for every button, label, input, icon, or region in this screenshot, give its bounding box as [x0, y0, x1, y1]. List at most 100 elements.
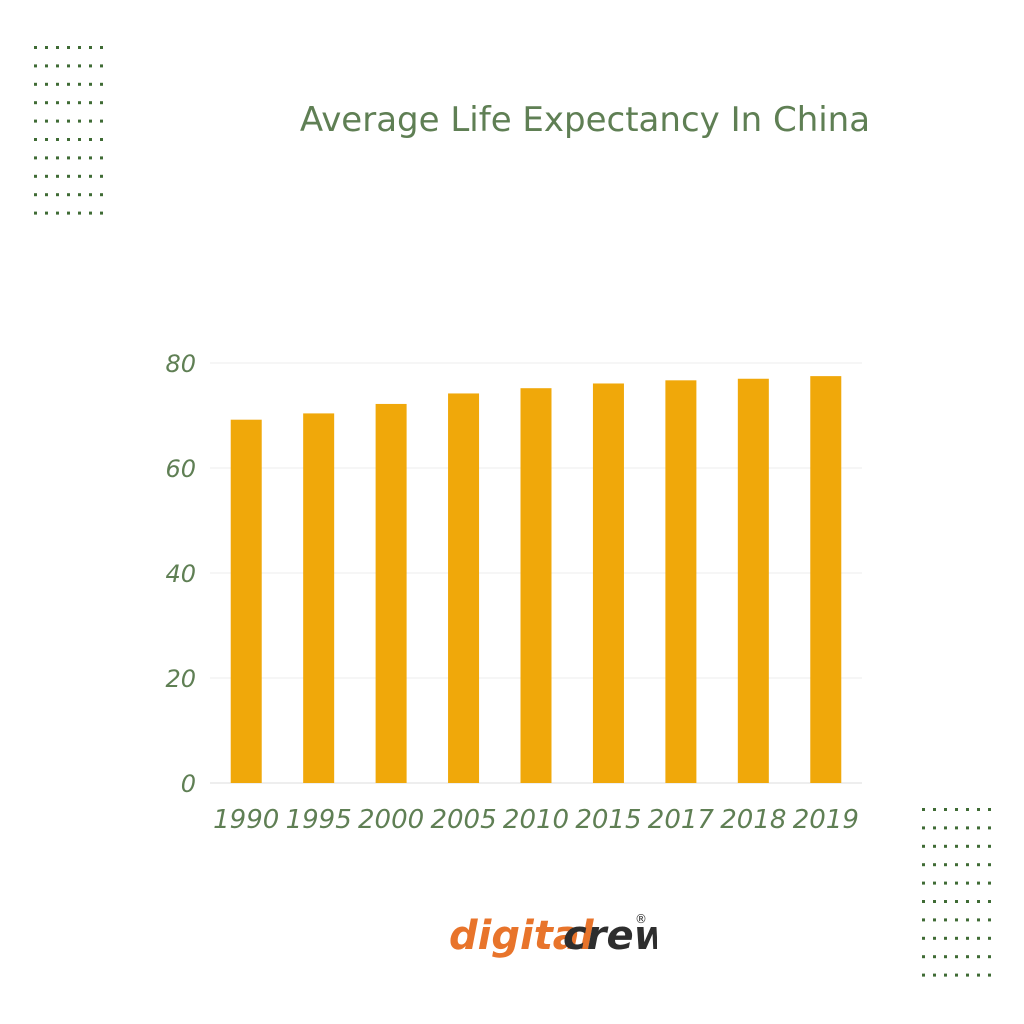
dot: [988, 900, 991, 903]
dot: [977, 808, 980, 811]
dot: [988, 844, 991, 848]
dot: [67, 193, 70, 197]
dot: [45, 138, 48, 141]
dot: [933, 808, 936, 811]
x-tick-label: 1995: [286, 805, 352, 835]
dot: [944, 936, 947, 940]
dot: [45, 193, 48, 197]
bar-2005: [448, 393, 480, 783]
y-tick-label: 80: [165, 350, 196, 378]
dot: [89, 82, 92, 86]
dot: [100, 46, 103, 49]
bar-2000: [375, 403, 407, 783]
dot: [45, 156, 48, 160]
dot: [89, 193, 92, 197]
dot: [34, 211, 37, 215]
dot: [955, 826, 958, 830]
x-tick-label: 2018: [720, 805, 786, 835]
dot: [78, 46, 81, 49]
dot: [977, 881, 980, 885]
dot: [944, 826, 947, 830]
dot: [944, 900, 947, 903]
y-tick-label: 60: [165, 455, 196, 483]
dot: [89, 156, 92, 160]
dot: [966, 936, 969, 940]
dot: [944, 918, 947, 922]
dot: [34, 46, 37, 49]
dot: [67, 174, 70, 178]
dot: [944, 844, 947, 848]
chart-title: Average Life Expectancy In China: [299, 100, 871, 140]
dot: [922, 881, 925, 885]
dot: [977, 918, 980, 922]
dot: [56, 119, 59, 123]
dot: [78, 138, 81, 141]
dot: [977, 955, 980, 959]
dot: [922, 955, 925, 959]
registered-mark: ®: [635, 912, 647, 926]
dot: [988, 918, 991, 922]
dot: [45, 119, 48, 123]
dot: [56, 64, 59, 68]
logo-text-digital: digital: [449, 913, 595, 959]
dot: [955, 863, 958, 867]
x-tick-label: 2010: [503, 805, 569, 835]
dot: [933, 844, 936, 848]
dot: [67, 156, 70, 160]
dot: [34, 174, 37, 178]
dot: [34, 64, 37, 68]
dot: [78, 174, 81, 178]
dot: [933, 881, 936, 885]
dot: [988, 863, 991, 867]
dot: [34, 156, 37, 160]
bar-2010: [520, 388, 552, 783]
dot: [922, 900, 925, 903]
x-tick-label: 2015: [575, 805, 641, 835]
dot: [966, 808, 969, 811]
dot: [988, 936, 991, 940]
dot: [45, 46, 48, 49]
dot: [955, 955, 958, 959]
dot: [922, 918, 925, 922]
x-tick-label: 1990: [213, 805, 279, 835]
dot: [78, 101, 81, 105]
dot: [966, 881, 969, 885]
dot: [955, 918, 958, 922]
x-tick-label: 2000: [358, 805, 424, 835]
dot: [933, 918, 936, 922]
dot: [966, 863, 969, 867]
dot: [56, 174, 59, 178]
dot: [89, 101, 92, 105]
dot: [966, 844, 969, 848]
y-tick-label: 40: [165, 560, 196, 588]
dot: [955, 808, 958, 811]
bar-2017: [665, 380, 697, 783]
dot: [34, 138, 37, 141]
dot: [89, 211, 92, 215]
dot: [100, 64, 103, 68]
dot: [922, 973, 925, 977]
bar-2019: [810, 376, 842, 783]
dot: [977, 863, 980, 867]
dot: [977, 826, 980, 830]
dot: [955, 844, 958, 848]
dot: [933, 973, 936, 977]
dot: [922, 863, 925, 867]
dot: [56, 193, 59, 197]
dot: [67, 101, 70, 105]
dot: [955, 881, 958, 885]
x-tick-label: 2017: [648, 805, 715, 835]
dot: [45, 101, 48, 105]
dot: [955, 900, 958, 903]
dot: [89, 174, 92, 178]
dot: [977, 973, 980, 977]
dot: [933, 826, 936, 830]
dot: [100, 174, 103, 178]
dot: [67, 64, 70, 68]
dot: [34, 101, 37, 105]
dot: [78, 156, 81, 160]
dot: [944, 973, 947, 977]
dot: [922, 808, 925, 811]
dot: [56, 138, 59, 141]
